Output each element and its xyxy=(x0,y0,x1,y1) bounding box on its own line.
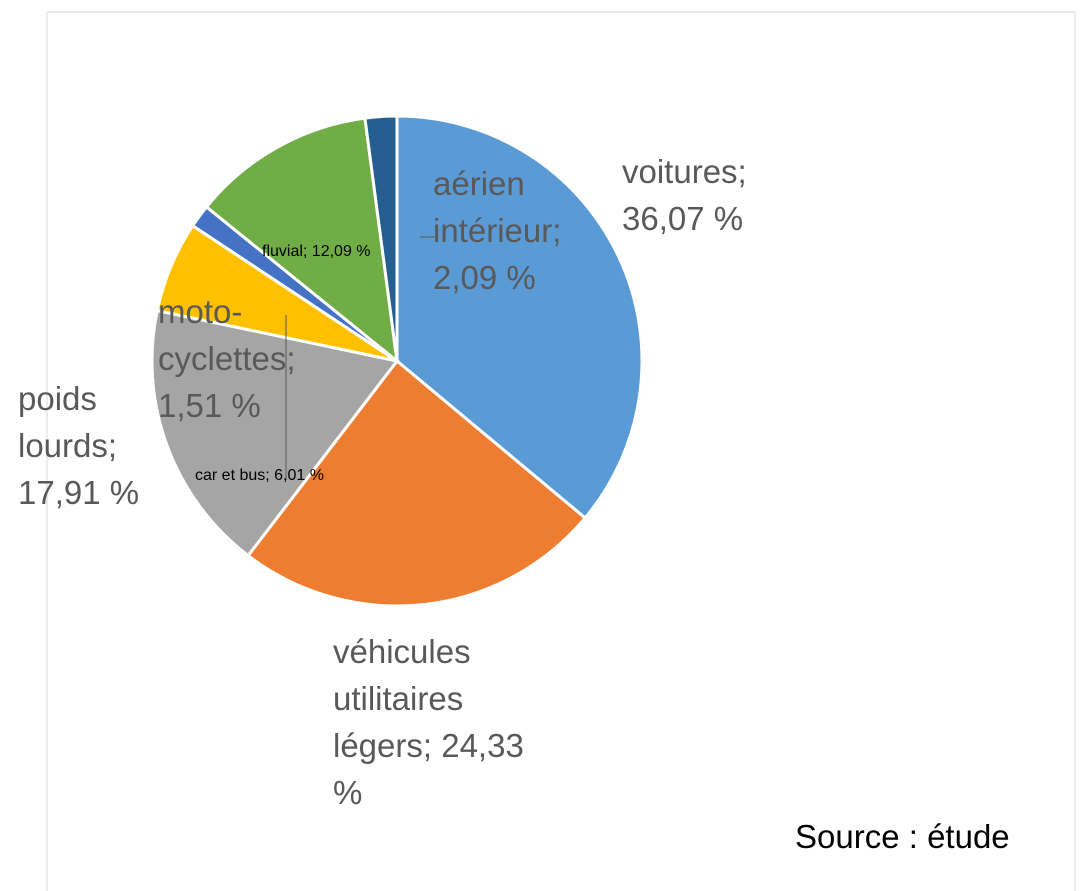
data-label: fluvial; 12,09 % xyxy=(262,243,371,260)
pie-slice xyxy=(150,308,400,558)
data-label: aérien intérieur; 2,09 % xyxy=(433,165,562,296)
data-label: car et bus; 6,01 % xyxy=(195,467,324,484)
pie-slice xyxy=(246,358,588,608)
source: Source : étude xyxy=(795,818,1010,855)
pie-slice xyxy=(204,116,399,365)
data-label: voitures; 36,07 % xyxy=(622,153,747,237)
slices xyxy=(150,114,644,608)
data-label: moto-cyclettes; 1,51 % xyxy=(158,293,296,424)
data-label: poids lourds; 17,91 % xyxy=(18,380,140,511)
data-label: véhicules utilitaires légers; 24,33 % xyxy=(333,633,524,811)
pie-slice xyxy=(363,114,399,362)
pie-slice xyxy=(395,114,644,521)
